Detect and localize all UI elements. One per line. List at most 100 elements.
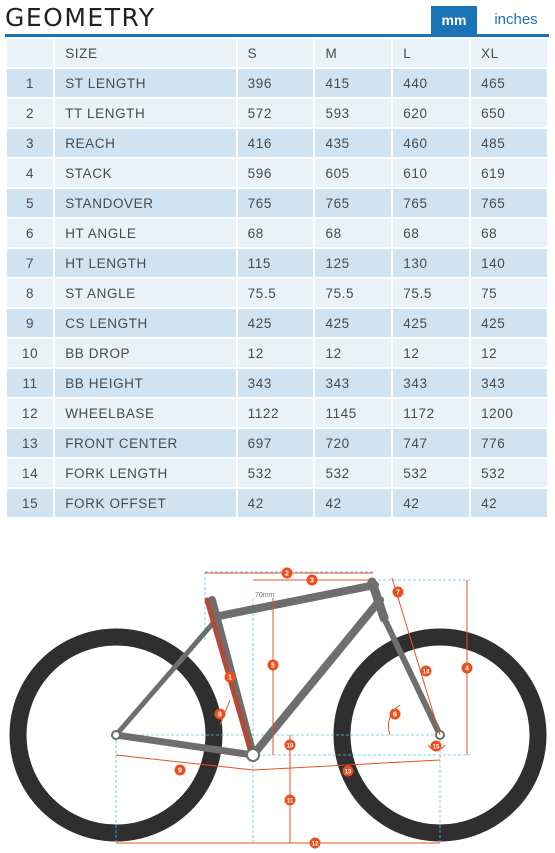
row-value: 425 (237, 307, 314, 337)
marker-circle (224, 671, 236, 683)
marker-circle (430, 740, 442, 752)
header-size-cell: SIZE (55, 37, 236, 67)
row-number: 13 (7, 427, 54, 457)
marker-circle (174, 764, 186, 776)
marker-circle (281, 567, 293, 579)
marker-circle (420, 665, 432, 677)
marker-label: 5 (271, 663, 275, 670)
saddle-offset-note: 70mm (255, 592, 275, 599)
geometry-table: SIZE S M L XL 1 ST LENGTH 396 415 440 465 2 TT LENGT… (5, 37, 549, 517)
row-value: 596 (237, 157, 314, 187)
row-label: FORK LENGTH (55, 457, 236, 487)
header-num-cell (7, 37, 54, 67)
row-value: 532 (237, 457, 314, 487)
row-value: 68 (315, 217, 392, 247)
table-row: 8 ST ANGLE 75.5 75.5 75.5 75 (7, 277, 547, 307)
row-label: STACK (55, 157, 236, 187)
header-size-xl: XL (471, 37, 547, 67)
dimension-marker-1: 1 (224, 671, 236, 683)
marker-label: 14 (423, 670, 430, 676)
marker-label: 3 (310, 578, 314, 585)
row-value: 75.5 (237, 277, 314, 307)
row-value: 75 (471, 277, 547, 307)
row-value: 425 (393, 307, 470, 337)
row-value: 440 (393, 67, 470, 97)
row-value: 12 (315, 337, 392, 367)
row-label: FORK OFFSET (55, 487, 236, 517)
row-label: HT LENGTH (55, 247, 236, 277)
bottom-bracket (246, 748, 260, 762)
row-value: 1122 (237, 397, 314, 427)
row-number: 9 (7, 307, 54, 337)
row-value: 12 (237, 337, 314, 367)
dimension-lines (115, 572, 468, 844)
row-label: TT LENGTH (55, 97, 236, 127)
marker-label: 2 (285, 571, 289, 578)
header-size-l: L (393, 37, 470, 67)
row-value: 460 (393, 127, 470, 157)
row-value: 465 (471, 67, 547, 97)
row-label: BB DROP (55, 337, 236, 367)
marker-label: 11 (287, 799, 294, 805)
row-number: 10 (7, 337, 54, 367)
row-value: 343 (471, 367, 547, 397)
row-number: 11 (7, 367, 54, 397)
row-value: 1172 (393, 397, 470, 427)
marker-circle (309, 837, 321, 849)
row-value: 532 (315, 457, 392, 487)
row-value: 720 (315, 427, 392, 457)
row-value: 42 (315, 487, 392, 517)
header-size-m: M (315, 37, 392, 67)
row-value: 68 (393, 217, 470, 247)
row-label: REACH (55, 127, 236, 157)
row-number: 3 (7, 127, 54, 157)
row-value: 425 (315, 307, 392, 337)
row-value: 12 (471, 337, 547, 367)
row-value: 435 (315, 127, 392, 157)
row-value: 593 (315, 97, 392, 127)
page-title: GEOMETRY (5, 3, 156, 32)
row-number: 1 (7, 67, 54, 97)
row-value: 620 (393, 97, 470, 127)
row-value: 130 (393, 247, 470, 277)
geometry-header: GEOMETRY mm inches (0, 0, 555, 36)
dimension-marker-8: 8 (214, 708, 226, 720)
row-value: 42 (471, 487, 547, 517)
row-value: 697 (237, 427, 314, 457)
row-value: 485 (471, 127, 547, 157)
table-row: 1 ST LENGTH 396 415 440 465 (7, 67, 547, 97)
marker-label: 6 (393, 712, 397, 719)
row-value: 343 (393, 367, 470, 397)
row-label: CS LENGTH (55, 307, 236, 337)
unit-mm-button[interactable]: mm (431, 6, 477, 34)
row-value: 140 (471, 247, 547, 277)
row-value: 650 (471, 97, 547, 127)
row-number: 6 (7, 217, 54, 247)
unit-inches-button[interactable]: inches (494, 11, 538, 28)
marker-circle (306, 574, 318, 586)
table-row: 15 FORK OFFSET 42 42 42 42 (7, 487, 547, 517)
row-value: 532 (393, 457, 470, 487)
row-value: 125 (315, 247, 392, 277)
row-number: 14 (7, 457, 54, 487)
row-value: 415 (315, 67, 392, 97)
marker-label: 12 (312, 842, 319, 848)
row-label: BB HEIGHT (55, 367, 236, 397)
table-row: 13 FRONT CENTER 697 720 747 776 (7, 427, 547, 457)
row-value: 605 (315, 157, 392, 187)
marker-label: 13 (345, 770, 352, 776)
row-value: 68 (471, 217, 547, 247)
row-value: 115 (237, 247, 314, 277)
row-number: 2 (7, 97, 54, 127)
dimension-marker-15: 15 (430, 740, 442, 752)
row-label: ST LENGTH (55, 67, 236, 97)
row-label: WHEELBASE (55, 397, 236, 427)
table-row: 10 BB DROP 12 12 12 12 (7, 337, 547, 367)
row-number: 15 (7, 487, 54, 517)
marker-circle (284, 739, 296, 751)
marker-circle (389, 708, 401, 720)
row-value: 343 (237, 367, 314, 397)
row-number: 4 (7, 157, 54, 187)
